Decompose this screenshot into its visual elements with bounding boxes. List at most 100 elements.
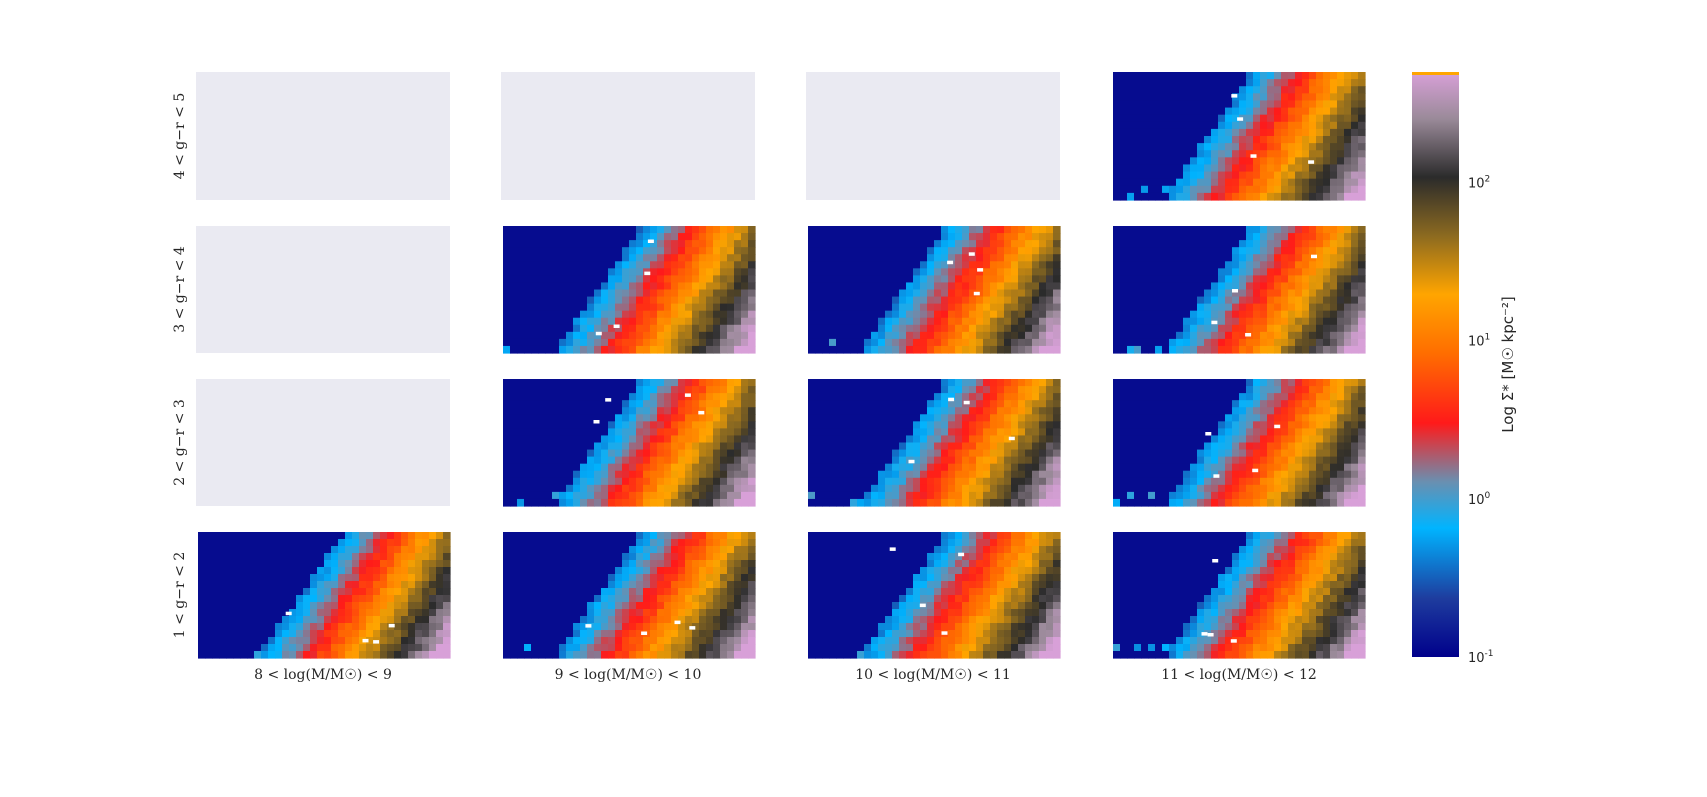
heatmap-cell xyxy=(955,449,963,458)
heatmap-cell xyxy=(289,630,297,638)
heatmap-cell xyxy=(1148,114,1156,123)
heatmap-cell xyxy=(1274,226,1282,234)
heatmap-cell xyxy=(913,414,921,422)
heatmap-cell xyxy=(1197,435,1205,444)
heatmap-cell xyxy=(1232,157,1240,166)
heatmap-cell xyxy=(636,310,644,319)
heatmap-cell xyxy=(657,310,665,319)
heatmap-cell xyxy=(650,400,658,408)
heatmap-cell xyxy=(1267,491,1275,500)
heatmap-cell xyxy=(261,553,269,561)
heatmap-cell xyxy=(1197,303,1205,312)
heatmap-cell xyxy=(713,463,721,472)
heatmap-cell xyxy=(692,400,700,408)
heatmap-cell xyxy=(1204,317,1212,326)
heatmap-cell xyxy=(941,386,949,394)
heatmap-cell xyxy=(510,498,518,507)
heatmap-cell xyxy=(1155,171,1163,180)
heatmap-cell xyxy=(1225,414,1233,422)
heatmap-cell xyxy=(706,310,714,319)
heatmap-cell xyxy=(990,317,998,326)
heatmap-cell xyxy=(720,421,728,429)
heatmap-cell xyxy=(1211,386,1219,394)
heatmap-cell xyxy=(699,386,707,394)
heatmap-cell xyxy=(1295,400,1303,408)
heatmap-cell xyxy=(1330,157,1338,166)
heatmap-cell xyxy=(808,414,816,422)
heatmap-cell xyxy=(1169,400,1177,408)
heatmap-cell xyxy=(885,289,893,298)
heatmap-cell xyxy=(913,491,921,500)
heatmap-cell xyxy=(664,386,672,394)
heatmap-cell xyxy=(643,477,651,486)
heatmap-cell xyxy=(713,247,721,255)
heatmap-cell xyxy=(1183,121,1191,130)
heatmap-cell xyxy=(1225,296,1233,305)
heatmap-cell xyxy=(1351,282,1359,291)
heatmap-cell xyxy=(1274,240,1282,248)
heatmap-cell xyxy=(643,491,651,500)
heatmap-cell xyxy=(524,331,532,340)
heatmap-cell xyxy=(510,470,518,479)
heatmap-cell xyxy=(324,532,332,540)
heatmap-cell xyxy=(1260,393,1268,401)
heatmap-cell xyxy=(1225,114,1233,123)
heatmap-cell xyxy=(1260,463,1268,472)
heatmap-cell xyxy=(850,331,858,340)
heatmap-cell xyxy=(1162,268,1170,276)
heatmap-cell xyxy=(685,338,693,347)
heatmap-cell xyxy=(885,379,893,387)
heatmap-cell xyxy=(1218,400,1226,408)
heatmap-cell xyxy=(657,428,665,437)
heatmap-cell xyxy=(1295,128,1303,137)
heatmap-cell xyxy=(636,226,644,234)
heatmap-cell xyxy=(1190,491,1198,500)
heatmap-cell xyxy=(871,421,879,429)
heatmap-cell xyxy=(1134,303,1142,312)
heatmap-cell xyxy=(941,477,949,486)
heatmap-cell xyxy=(1344,100,1352,109)
heatmap-cell xyxy=(1155,86,1163,94)
heatmap-cell xyxy=(1190,233,1198,241)
heatmap-cell xyxy=(741,491,749,500)
heatmap-cell xyxy=(1032,386,1040,394)
heatmap-cell xyxy=(1120,289,1128,298)
heatmap-cell xyxy=(671,393,679,401)
heatmap-cell xyxy=(962,456,970,465)
heatmap-cell xyxy=(927,233,935,241)
heatmap-cell xyxy=(741,275,749,284)
heatmap-cell xyxy=(559,498,567,507)
heatmap-cell xyxy=(1046,379,1054,387)
heatmap-cell xyxy=(1134,324,1142,333)
empty-bin xyxy=(698,410,705,415)
heatmap-cell xyxy=(580,393,588,401)
heatmap-cell xyxy=(878,282,886,291)
heatmap-cell xyxy=(815,498,823,507)
heatmap-cell xyxy=(247,644,255,652)
heatmap-cell xyxy=(1169,498,1177,507)
heatmap-cell xyxy=(920,498,928,507)
heatmap-cell xyxy=(1323,338,1331,347)
heatmap-cell xyxy=(1316,435,1324,444)
heatmap-cell xyxy=(587,310,595,319)
heatmap-cell xyxy=(608,456,616,465)
heatmap-cell xyxy=(1337,171,1345,180)
heatmap-cell xyxy=(1046,303,1054,312)
heatmap-cell xyxy=(1330,100,1338,109)
heatmap-cell xyxy=(748,338,756,347)
heatmap-cell xyxy=(976,463,984,472)
heatmap-cell xyxy=(566,310,574,319)
heatmap-cell xyxy=(1197,107,1205,116)
heatmap-cell xyxy=(1190,261,1198,269)
heatmap-cell xyxy=(1032,268,1040,276)
heatmap-cell xyxy=(1351,470,1359,479)
heatmap-cell xyxy=(650,470,658,479)
heatmap-cell xyxy=(1337,247,1345,255)
heatmap-cell xyxy=(317,595,325,603)
heatmap-cell xyxy=(955,379,963,387)
heatmap-cell xyxy=(934,449,942,458)
heatmap-cell xyxy=(1155,393,1163,401)
heatmap-cell xyxy=(219,553,227,561)
heatmap-cell xyxy=(261,560,269,568)
heatmap-cell xyxy=(1120,470,1128,479)
